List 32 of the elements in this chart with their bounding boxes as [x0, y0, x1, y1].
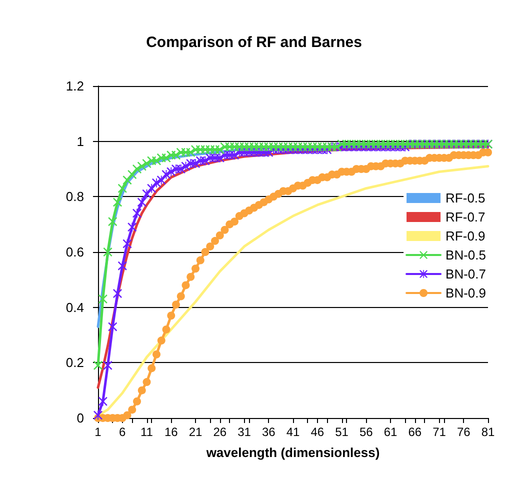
x-tick-label: 56	[359, 425, 374, 439]
x-tick-label: 21	[188, 425, 202, 439]
x-tick-label: 71	[432, 425, 446, 439]
y-tick-label: 1.2	[66, 78, 84, 94]
x-tick-label: 51	[335, 425, 349, 439]
x-tick-label: 6	[119, 425, 126, 439]
x-tick-label: 66	[408, 425, 422, 439]
y-tick-label: 1	[76, 134, 84, 149]
legend-label: BN-0.7	[446, 266, 486, 282]
x-tick-label: 76	[456, 425, 471, 439]
legend-label: BN-0.5	[446, 248, 486, 262]
x-tick-label: 11	[140, 425, 154, 439]
legend-label: RF-0.9	[446, 228, 486, 244]
legend-label: RF-0.5	[446, 190, 486, 206]
x-tick-label: 36	[262, 425, 276, 439]
y-tick-label: 0	[76, 410, 84, 426]
x-tick-label: 46	[310, 425, 324, 439]
x-tick-label: 31	[238, 425, 252, 439]
legend-label: RF-0.7	[446, 210, 486, 224]
y-tick-label: 0.2	[66, 355, 84, 370]
y-tick-label: 0.6	[66, 244, 84, 260]
x-axis-title: wavelength (dimensionless)	[205, 445, 380, 460]
chart-title: Comparison of RF and Barnes	[146, 34, 362, 51]
legend-label: BN-0.9	[446, 286, 486, 300]
x-tick-label: 41	[286, 425, 300, 439]
x-tick-label: 26	[213, 425, 227, 439]
x-tick-label: 81	[481, 425, 495, 439]
x-tick-label: 61	[384, 425, 398, 439]
y-tick-label: 0.8	[66, 189, 84, 204]
x-tick-label: 1	[94, 425, 102, 439]
x-tick-label: 16	[164, 425, 178, 439]
y-tick-label: 0.4	[66, 300, 84, 315]
